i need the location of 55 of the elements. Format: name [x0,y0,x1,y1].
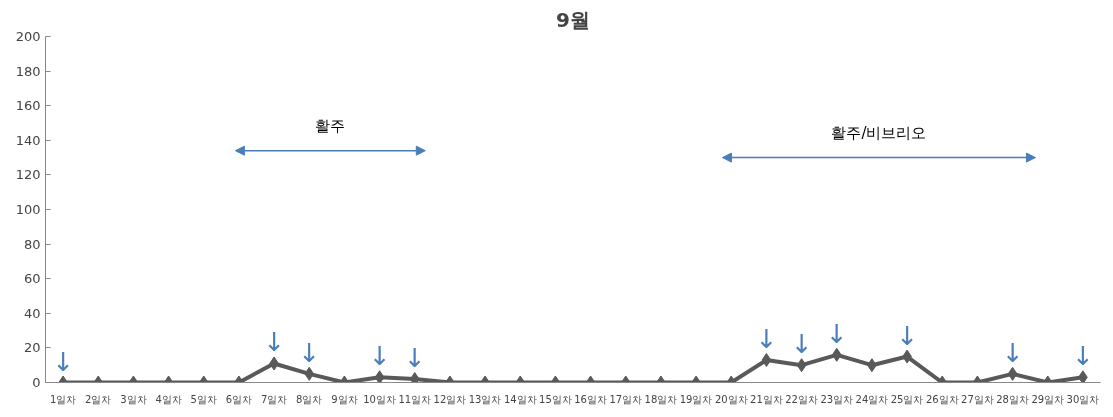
annotation: ↓ [263,327,285,358]
annotation: 활주 [315,117,346,136]
x-tick-label: 28일차 [996,393,1029,405]
x-tick-label: 11일차 [398,393,432,405]
annotation: ↓ [298,337,321,368]
x-tick-label: 2일차 [85,393,112,405]
chart-title: 9월 [556,7,590,32]
annotation: ↓ [1072,341,1094,372]
x-tick-label: 26일차 [925,393,959,405]
x-tick-label: 13일차 [468,393,502,405]
y-tick-label: 120 [15,167,41,183]
x-tick-label: 5일차 [190,393,217,405]
y-tick-label: 80 [23,236,41,252]
x-tick-label: 20일차 [714,393,748,405]
x-tick-label: 12일차 [433,393,467,405]
annotation: ↓ [52,346,74,377]
x-tick-label: 4일차 [155,393,182,405]
y-tick-label: 20 [23,340,41,356]
x-tick-label: 19일차 [679,393,713,405]
y-tick-label: 140 [15,132,41,148]
x-tick-label: 15일차 [539,393,572,405]
annotation: ↓ [825,318,848,349]
x-tick-label: 21일차 [750,393,783,405]
x-tick-label: 23일차 [820,393,854,405]
x-tick-label: 16일차 [574,393,607,405]
x-tick-label: 25일차 [890,393,924,405]
annotation: 활주/비브리오 [831,124,927,143]
annotation: ↓ [403,343,426,374]
x-tick-label: 18일차 [644,393,678,405]
x-tick-label: 17일차 [609,393,643,405]
x-tick-label: 24일차 [855,393,889,405]
x-tick-label: 8일차 [296,393,323,405]
y-tick-label: 180 [15,63,41,79]
x-tick-label: 10일차 [363,393,396,405]
annotation: ↓ [368,341,391,372]
annotation: ↓ [896,320,918,351]
y-tick-label: 160 [15,98,41,114]
y-tick-label: 200 [15,29,41,44]
x-tick-label: 22일차 [785,393,818,405]
x-tick-label: 30일차 [1066,393,1100,405]
x-tick-label: 7일차 [260,393,288,405]
annotation: ↓ [1001,337,1024,368]
x-tick-label: 29일차 [1031,393,1065,405]
y-tick-label: 60 [23,271,41,287]
x-tick-label: 27일차 [961,393,994,405]
x-tick-label: 3일차 [120,393,147,405]
x-tick-label: 1일차 [49,393,77,405]
x-tick-label: 14일차 [503,393,537,405]
x-tick-label: 9일차 [331,393,358,405]
y-tick-label: 0 [32,375,41,390]
annotation: ↓ [755,324,778,355]
y-tick-label: 100 [15,202,41,217]
annotation: ↓ [790,329,813,360]
x-tick-label: 6일차 [225,393,253,405]
y-tick-label: 40 [23,305,41,321]
